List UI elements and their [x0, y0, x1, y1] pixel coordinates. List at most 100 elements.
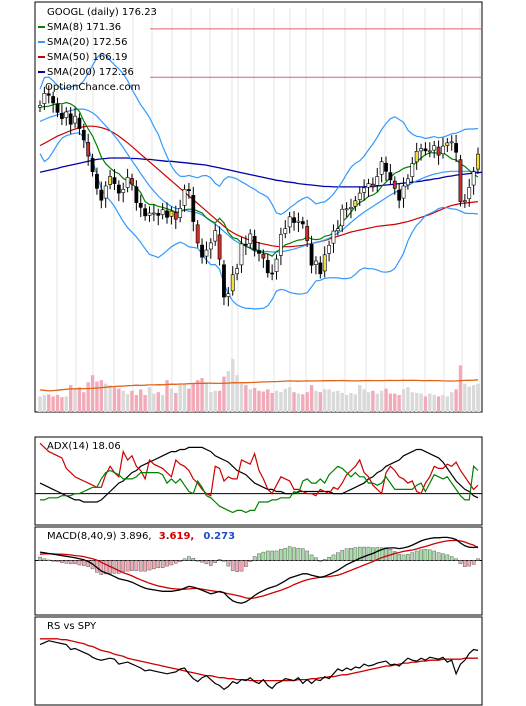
macd-histogram-bar — [301, 548, 305, 561]
macd-histogram-bar — [178, 560, 182, 562]
chart-title: GOOGL (daily) 176.23 — [47, 7, 157, 18]
candle-body — [182, 189, 187, 206]
macd-histogram-bar — [454, 558, 458, 561]
candle-body — [454, 143, 459, 153]
rs-panel-frame — [34, 616, 483, 706]
macd-histogram-bar — [428, 549, 432, 561]
volume-bar — [248, 389, 252, 412]
volume-bar — [410, 392, 414, 412]
macd-histogram-bar — [134, 560, 139, 571]
rs-line — [39, 640, 479, 691]
candle-body — [81, 129, 86, 141]
candle-body — [436, 146, 441, 156]
candle-body — [406, 178, 410, 186]
candle-body — [318, 262, 323, 275]
volume-bar — [270, 392, 274, 412]
volume-bar — [209, 392, 213, 412]
volume-bar — [99, 380, 104, 412]
candle-body — [379, 161, 384, 175]
candle-body — [449, 141, 454, 144]
bollinger-lower-line — [39, 132, 479, 310]
macd-signal-line — [39, 539, 479, 599]
legend-sma50: SMA(50) 166.19 — [47, 52, 128, 63]
volume-bar — [331, 391, 336, 412]
volume-bar — [467, 386, 471, 412]
macd-histogram-bar — [314, 557, 318, 561]
macd-histogram-bar — [406, 554, 410, 561]
volume-bar — [51, 396, 55, 412]
candle-body — [458, 159, 463, 202]
volume-bar — [279, 392, 283, 412]
candle-body — [392, 180, 397, 189]
candle-body — [195, 224, 200, 244]
candle-body — [143, 208, 148, 217]
candle-body — [112, 177, 117, 184]
volume-bar — [371, 390, 375, 412]
candle-body — [335, 228, 340, 232]
volume-bar — [296, 393, 301, 412]
volume-bar — [187, 388, 191, 412]
volume-bar — [257, 390, 261, 412]
candle-body — [427, 150, 432, 153]
volume-bar — [476, 383, 480, 412]
macd-histogram-bar — [305, 550, 309, 561]
candle-body — [160, 209, 165, 215]
macd-histogram-bar — [81, 560, 86, 566]
macd-histogram-bar — [410, 552, 415, 561]
candle-body — [204, 249, 209, 257]
volume-bar — [38, 396, 42, 412]
volume-bar — [323, 389, 327, 412]
volume-bar — [195, 380, 200, 412]
candle-body — [64, 111, 69, 118]
volume-bar — [393, 393, 397, 412]
candle-body — [401, 185, 406, 199]
candle-body — [471, 171, 476, 186]
macd-histogram-bar — [296, 547, 301, 561]
volume-bar — [139, 389, 143, 412]
macd-histogram-bar — [200, 560, 204, 563]
macd-histogram-bar — [204, 560, 209, 565]
candle-body — [476, 153, 480, 170]
candle-body — [239, 243, 244, 266]
macd-histogram-bar — [64, 560, 69, 564]
macd-histogram-bar — [357, 546, 362, 561]
candle-body — [261, 253, 266, 259]
volume-bar — [121, 390, 125, 412]
macd-histogram-bar — [261, 551, 266, 561]
legend-sma8: SMA(8) 171.36 — [47, 22, 121, 33]
volume-bar — [47, 394, 51, 412]
candle-body — [296, 220, 301, 223]
macd-histogram-bar — [292, 547, 296, 561]
volume-bar — [252, 387, 257, 412]
macd-histogram-bar — [322, 559, 327, 561]
volume-bar — [305, 392, 309, 412]
macd-plot — [35, 536, 482, 604]
macd-histogram-bar — [112, 560, 117, 574]
macd-histogram-bar — [331, 554, 336, 561]
macd-histogram-bar — [414, 550, 419, 561]
macd-histogram-bar — [38, 556, 42, 561]
macd-histogram-bar — [445, 554, 450, 561]
candle-body — [42, 93, 47, 104]
macd-histogram-bar — [165, 560, 169, 567]
macd-histogram-bar — [103, 560, 108, 575]
macd-histogram-bar — [235, 560, 239, 572]
volume-bar — [239, 383, 244, 412]
candle-body — [357, 192, 362, 200]
macd-histogram-bar — [471, 560, 476, 565]
volume-bar — [445, 396, 450, 412]
macd-histogram-bar — [287, 546, 292, 561]
macd-line — [39, 536, 479, 604]
volume-bar — [471, 385, 476, 412]
volume-bar — [217, 390, 222, 412]
volume-bar — [191, 383, 195, 412]
macd-histogram-bar — [143, 560, 147, 572]
macd-histogram-bar — [392, 551, 397, 561]
volume-bar — [104, 383, 108, 412]
volume-bar — [266, 389, 270, 412]
volume-bar — [90, 375, 95, 412]
macd-histogram-bar — [60, 560, 64, 563]
candle-body — [270, 272, 275, 275]
volume-bar — [309, 385, 314, 412]
